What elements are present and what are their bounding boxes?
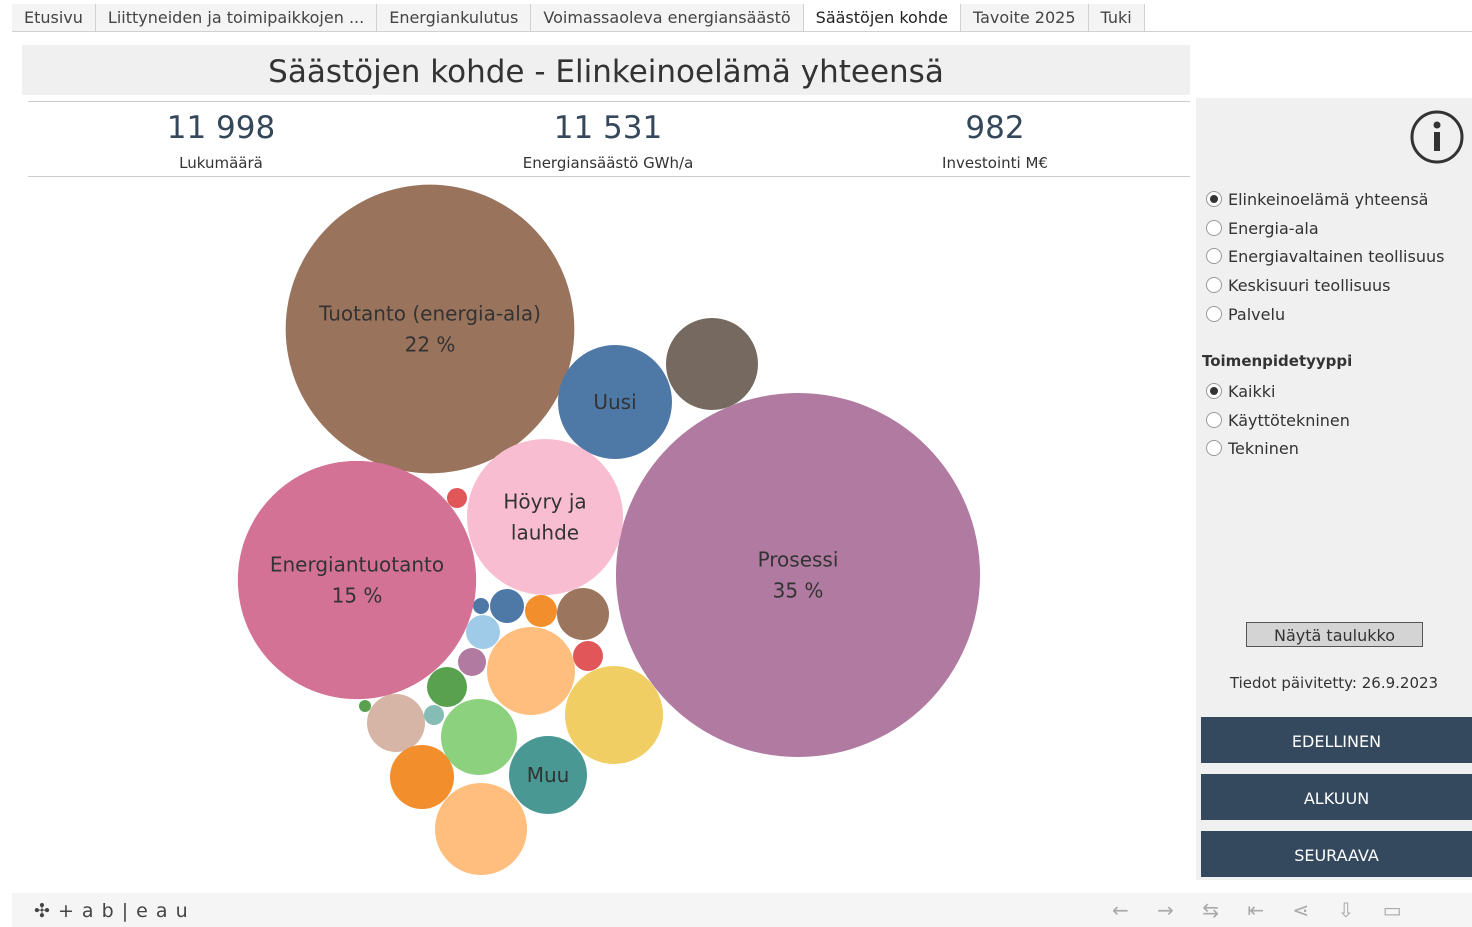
dashboard-title: Säästöjen kohde - Elinkeinoelämä yhteens… — [22, 45, 1190, 95]
radio-option[interactable]: Palvelu — [1206, 305, 1285, 324]
tab[interactable]: Säästöjen kohde — [803, 4, 961, 31]
tab[interactable]: Tavoite 2025 — [960, 4, 1089, 31]
show-table-button[interactable]: Näytä taulukko — [1246, 622, 1423, 647]
radio-button[interactable] — [1206, 191, 1222, 207]
info-icon[interactable] — [1409, 109, 1465, 165]
kpi-row: 11 998 Lukumäärä 11 531 Energiansäästö GWh/… — [28, 101, 1190, 177]
radio-label: Tekninen — [1228, 439, 1299, 459]
bubble — [487, 627, 575, 715]
kpi-value: 11 998 — [166, 110, 276, 146]
bubble — [441, 699, 517, 775]
radio-label: Käyttötekninen — [1228, 410, 1350, 430]
radio-button[interactable] — [1206, 305, 1222, 322]
radio-button[interactable] — [1206, 440, 1222, 457]
side-panel: Elinkeinoelämä yhteensä Energia-ala Energi… — [1196, 98, 1472, 880]
radio-button[interactable] — [1206, 248, 1222, 265]
radio-option[interactable]: Kaikki — [1206, 382, 1275, 401]
bubble — [557, 588, 609, 640]
tab[interactable]: Liittyneiden ja toimipaikkojen ... — [95, 4, 378, 31]
radio-option[interactable]: Energiavaltainen teollisuus — [1206, 247, 1444, 266]
bubble-label: Energiantuotanto — [270, 553, 444, 577]
nav-button[interactable]: EDELLINEN — [1201, 717, 1472, 763]
bubble — [490, 589, 524, 623]
bubble — [573, 641, 603, 671]
bubble — [447, 488, 467, 508]
bubbles-unlabelled — [359, 318, 758, 875]
bubble — [390, 745, 454, 809]
tableau-logo[interactable]: ✣ + a b | e a u — [34, 900, 189, 922]
radio-option[interactable]: Käyttötekninen — [1206, 411, 1350, 430]
bubble — [424, 705, 444, 725]
radio-button[interactable] — [1206, 383, 1222, 399]
nav-button[interactable]: ALKUUN — [1201, 774, 1472, 820]
tab[interactable]: Etusivu — [12, 4, 96, 31]
bubble — [565, 666, 663, 764]
bubble — [237, 460, 477, 700]
radio-label: Keskisuuri teollisuus — [1228, 276, 1391, 296]
bubble — [285, 184, 575, 474]
radio-option[interactable]: Tekninen — [1206, 439, 1299, 458]
tab[interactable]: Tuki — [1088, 4, 1145, 31]
bubble-label: Tuotanto (energia-ala) — [318, 302, 541, 326]
radio-button[interactable] — [1206, 219, 1222, 236]
kpi-value: 11 531 — [553, 110, 663, 146]
kpi-label: Energiansäästö GWh/a — [522, 154, 694, 172]
bubble — [558, 345, 672, 459]
radio-label: Energiavaltainen teollisuus — [1228, 247, 1445, 267]
bubble-label: Prosessi — [758, 548, 839, 572]
bubble-value-label: 15 % — [332, 584, 383, 608]
bubble-label: Muu — [527, 763, 570, 787]
bubble — [367, 694, 425, 752]
radio-option[interactable]: Elinkeinoelämä yhteensä — [1206, 190, 1428, 209]
bubble — [525, 595, 557, 627]
tab[interactable]: Voimassaoleva energiansäästö — [531, 4, 804, 31]
bubble-label: lauhde — [511, 521, 579, 545]
bubble — [435, 783, 527, 875]
radio-label: Palvelu — [1228, 304, 1286, 324]
radio-option[interactable]: Keskisuuri teollisuus — [1206, 276, 1391, 295]
nav-button[interactable]: SEURAAVA — [1201, 831, 1472, 877]
tab[interactable]: Energiankulutus — [377, 4, 532, 31]
kpi-label: Investointi M€ — [942, 154, 1048, 172]
toolbar-icons[interactable]: ← → ⇆ ⇤ ⋖ ⇩ ▭ — [1112, 898, 1402, 922]
logo-text: + a b | e a u — [57, 900, 189, 922]
radio-label: Kaikki — [1228, 382, 1276, 401]
radio-label: Energia-ala — [1228, 218, 1319, 238]
tab-bar: Etusivu Liittyneiden ja toimipaikkojen ..… — [12, 4, 1472, 32]
radio-label: Elinkeinoelämä yhteensä — [1228, 190, 1429, 209]
bubble — [615, 392, 981, 758]
kpi-value: 982 — [965, 110, 1025, 146]
radio-button[interactable] — [1206, 411, 1222, 428]
bubble-value-label: 35 % — [773, 579, 824, 603]
bubble-value-label: 22 % — [405, 333, 456, 357]
radio-option[interactable]: Energia-ala — [1206, 219, 1319, 238]
bubble — [458, 648, 486, 676]
footer-bar: ✣ + a b | e a u ← → ⇆ ⇤ ⋖ ⇩ ▭ — [12, 893, 1472, 927]
kpi-label: Lukumäärä — [179, 154, 263, 172]
bubble-label: Uusi — [593, 390, 636, 414]
radio-button[interactable] — [1206, 277, 1222, 294]
bubble — [509, 736, 587, 814]
bubble — [359, 700, 371, 712]
bubble — [467, 439, 623, 595]
bubble-label: Höyry ja — [503, 490, 586, 514]
bubble — [666, 318, 758, 410]
bubble — [473, 598, 489, 614]
filter-heading: Toimenpidetyyppi — [1202, 352, 1353, 370]
bubble-chart: Tuotanto (energia-ala) 22 % Uusi Prosessi 35… — [237, 184, 981, 875]
updated-text: Tiedot päivitetty: 26.9.2023 — [1229, 674, 1439, 692]
bubble — [427, 667, 467, 707]
bubble — [466, 615, 500, 649]
